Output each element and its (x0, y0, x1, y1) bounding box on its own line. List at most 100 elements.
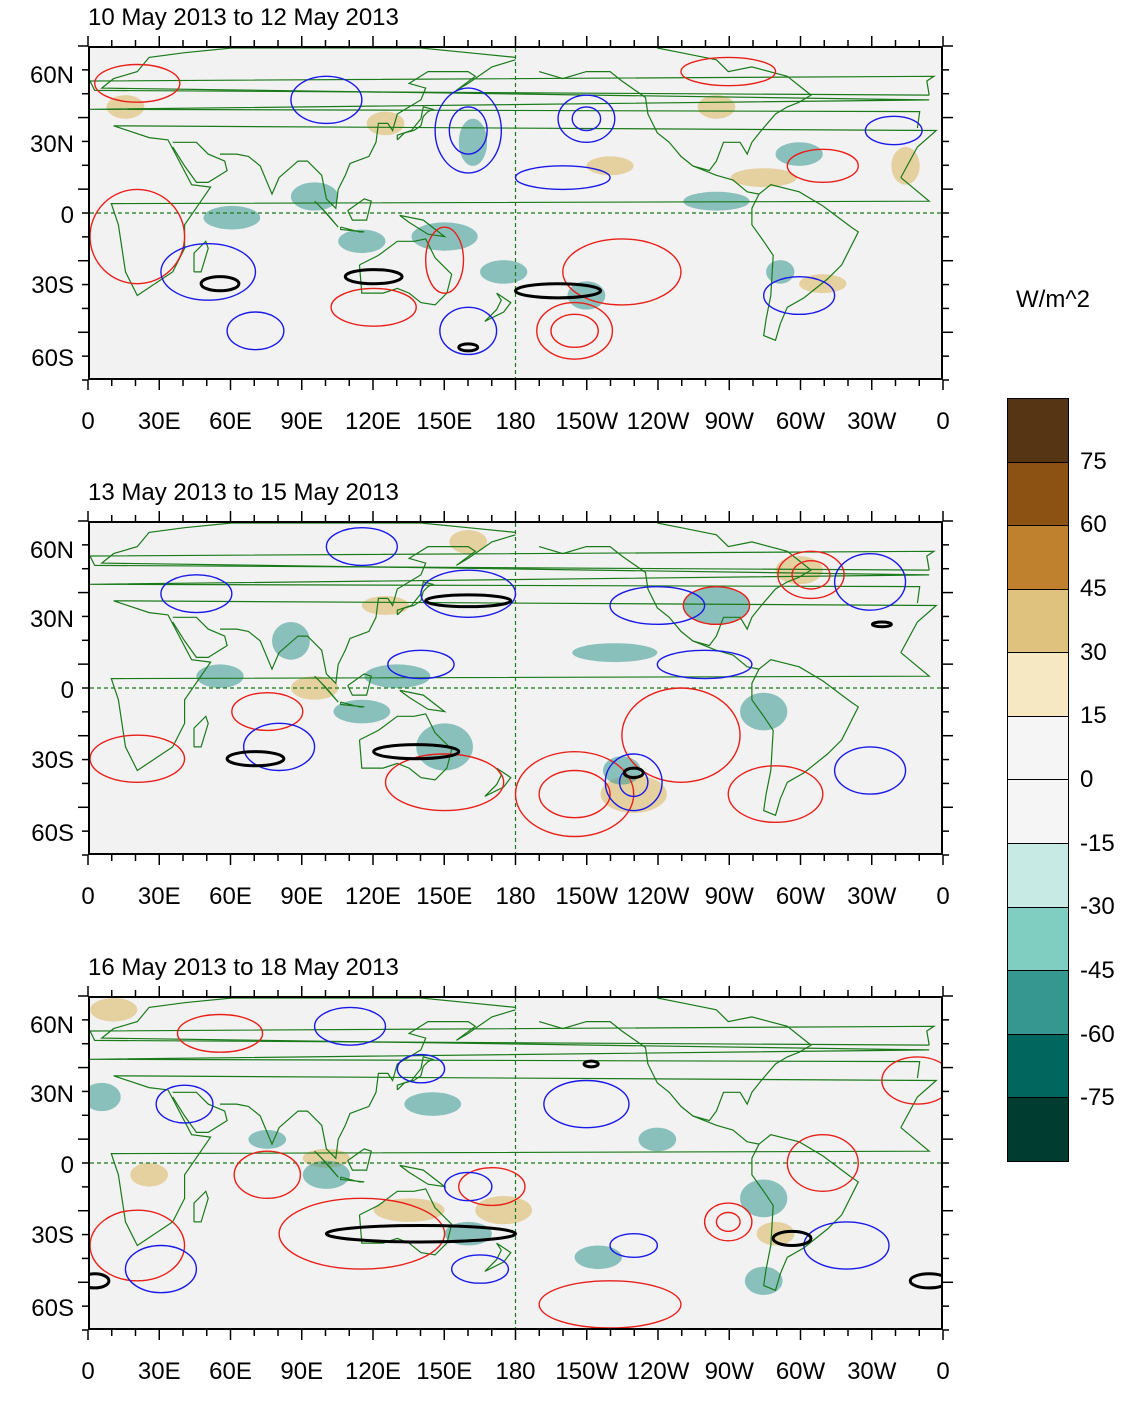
positive-contour (727, 765, 824, 824)
y-tick-label: 60S (31, 345, 74, 372)
positive-contour (90, 1209, 186, 1282)
positive-anomaly-shade (373, 1198, 445, 1222)
y-tick-label: 60N (29, 62, 74, 89)
coastline (220, 534, 516, 685)
x-tick-label: 120E (344, 883, 402, 910)
significance-contour (582, 1059, 600, 1069)
colorbar-segment (1008, 907, 1068, 972)
negative-contour (313, 1006, 387, 1046)
negative-contour (325, 527, 399, 567)
coastline (396, 581, 435, 616)
negative-anomaly-shade (602, 756, 641, 785)
map-svg (90, 998, 941, 1328)
x-tick-label: 60W (775, 408, 826, 435)
positive-contour (786, 1134, 859, 1192)
coastline (193, 1190, 209, 1223)
negative-contour (557, 94, 616, 143)
coastline (751, 184, 860, 342)
significance-contour (324, 1223, 518, 1244)
positive-contour (330, 287, 417, 327)
y-tick-label: 30N (29, 131, 74, 158)
y-tick-label: 0 (60, 677, 74, 704)
negative-anomaly-shade (196, 664, 244, 688)
x-tick-label: 150W (555, 1358, 619, 1385)
significance-contour (457, 342, 480, 353)
negative-anomaly-shade (744, 1266, 783, 1295)
x-tick-label: 150E (416, 408, 473, 435)
coastline (399, 689, 447, 713)
colorbar-segment (1008, 971, 1068, 1035)
map-svg (90, 48, 941, 378)
coastline (484, 292, 512, 322)
negative-contour (864, 115, 923, 146)
negative-anomaly-shade (572, 643, 658, 663)
y-tick-label: 30N (29, 1081, 74, 1108)
colorbar-segment (1008, 844, 1068, 908)
axis-ticks (78, 511, 953, 865)
colorbar-segment (1008, 526, 1068, 590)
x-tick-label: 0 (81, 883, 95, 910)
negative-anomaly-shade (248, 1130, 287, 1149)
x-tick-label: 0 (936, 883, 950, 910)
x-tick-label: 60E (209, 1358, 252, 1385)
significance-contour (199, 275, 241, 293)
negative-anomaly-shade (638, 1127, 677, 1152)
coastline (340, 226, 365, 233)
negative-contour (448, 106, 488, 155)
negative-anomaly-shade (480, 260, 528, 284)
negative-contour (124, 1244, 198, 1294)
negative-contour (604, 753, 663, 812)
map-area (88, 46, 943, 380)
colorbar-label: 30 (1080, 638, 1107, 666)
negative-contour (439, 306, 498, 356)
positive-contour (278, 1197, 446, 1270)
coastline (314, 1150, 339, 1178)
negative-anomaly-shade (333, 699, 391, 724)
positive-contour (881, 1056, 941, 1105)
positive-contour (176, 1013, 264, 1053)
negative-anomaly-shade (740, 692, 788, 731)
axis-ticks (78, 36, 953, 390)
positive-contour (536, 301, 614, 360)
y-tick-label: 30N (29, 606, 74, 633)
coastline (358, 713, 453, 781)
coastline (538, 48, 813, 172)
negative-contour (571, 106, 602, 132)
positive-anomaly-shade (106, 95, 145, 119)
negative-contour (290, 75, 363, 125)
negative-contour (387, 649, 455, 680)
coastline (90, 998, 930, 1079)
coastline (751, 1134, 860, 1292)
significance-contour (343, 268, 404, 286)
coastline (90, 1025, 936, 1046)
coastline (347, 198, 373, 221)
colorbar-segment (1008, 1034, 1068, 1099)
y-tick-label: 30S (31, 1222, 74, 1249)
y-tick-label: 60N (29, 1012, 74, 1039)
positive-anomaly-shade (799, 274, 847, 294)
colorbar-units: W/m^2 (1016, 286, 1090, 313)
positive-contour (777, 550, 845, 600)
x-tick-label: 60E (209, 883, 252, 910)
panel-3: 16 May 2013 to 18 May 2013 60N 30N 0 30S 60S… (0, 950, 1000, 1420)
coastline (347, 1148, 373, 1171)
significance-contour (870, 620, 893, 629)
x-tick-label: 180 (495, 883, 536, 910)
positive-contour (94, 63, 181, 103)
positive-contour (550, 313, 599, 349)
negative-anomaly-shade (683, 191, 750, 211)
positive-contour (384, 753, 505, 812)
x-tick-label: 60W (775, 1358, 826, 1385)
x-tick-label: 150W (555, 408, 619, 435)
x-tick-label: 120E (344, 1358, 402, 1385)
x-tick-label: 30W (847, 1358, 897, 1385)
colorbar-segment (1008, 1098, 1068, 1161)
x-tick-label: 120W (626, 408, 690, 435)
coastline (172, 141, 228, 183)
positive-contour (424, 226, 465, 294)
coastline (399, 1164, 447, 1188)
coastline (110, 125, 938, 297)
colorbar-label: -60 (1080, 1020, 1115, 1048)
negative-contour (763, 275, 836, 316)
significance-contour (424, 593, 513, 609)
